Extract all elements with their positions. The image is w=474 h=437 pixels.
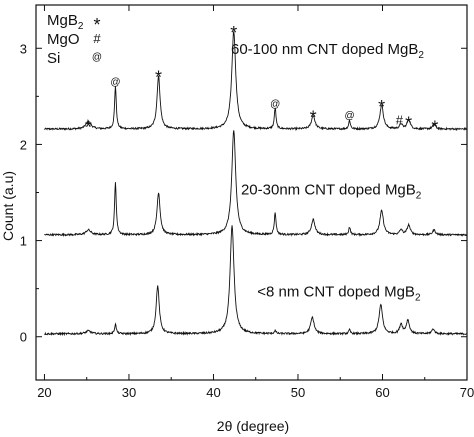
peak-marker: * [85, 117, 92, 137]
x-tick-label: 30 [122, 385, 136, 400]
legend-entry-marker: # [93, 31, 101, 46]
x-tick-label: 60 [375, 385, 389, 400]
x-tick-label: 40 [206, 385, 220, 400]
peak-marker: # [396, 112, 404, 127]
y-tick-label: 2 [20, 137, 27, 152]
series-line-3 [44, 225, 468, 337]
series-label-layer: 60-100 nm CNT doped MgB2 20-30nm CNT dope… [231, 41, 424, 303]
series-line-2 [44, 130, 468, 238]
series-layer [44, 31, 468, 337]
y-tick-label: 1 [20, 234, 27, 249]
legend: MgB2 * MgO # Si @ [47, 12, 102, 67]
x-tick-label: 50 [291, 385, 305, 400]
series-line-1 [44, 31, 468, 132]
legend-entry-label: MgO [47, 31, 80, 48]
peak-marker: @ [110, 77, 120, 88]
series-label-1: 60-100 nm CNT doped MgB2 [231, 41, 424, 61]
y-axis-title: Count (a.u) [0, 171, 16, 241]
peak-marker: * [378, 97, 385, 117]
legend-entry-marker: @ [92, 52, 102, 63]
peak-marker: * [155, 67, 162, 87]
peak-marker: * [431, 117, 438, 137]
peak-marker-layer: *@ **@* @ *# * * [85, 23, 439, 137]
axes-layer: 20 30 40 50 60 70 0 1 2 3 [20, 4, 474, 400]
peak-marker: * [405, 114, 412, 134]
peak-marker: @ [270, 99, 280, 110]
peak-marker: * [310, 108, 317, 128]
series-label-3: <8 nm CNT doped MgB2 [257, 283, 421, 303]
legend-entry-label: Si [47, 50, 60, 67]
x-tick-label: 20 [37, 385, 51, 400]
x-axis-title: 2θ (degree) [217, 418, 289, 434]
y-tick-label: 0 [20, 330, 27, 345]
legend-entry-marker: * [93, 15, 100, 35]
y-tick-label: 3 [20, 41, 27, 56]
series-label-2: 20-30nm CNT doped MgB2 [241, 181, 422, 201]
peak-marker: * [230, 23, 237, 43]
peak-marker: @ [344, 111, 354, 122]
x-tick-label: 70 [460, 385, 474, 400]
legend-entry-label: MgB2 [47, 12, 84, 32]
